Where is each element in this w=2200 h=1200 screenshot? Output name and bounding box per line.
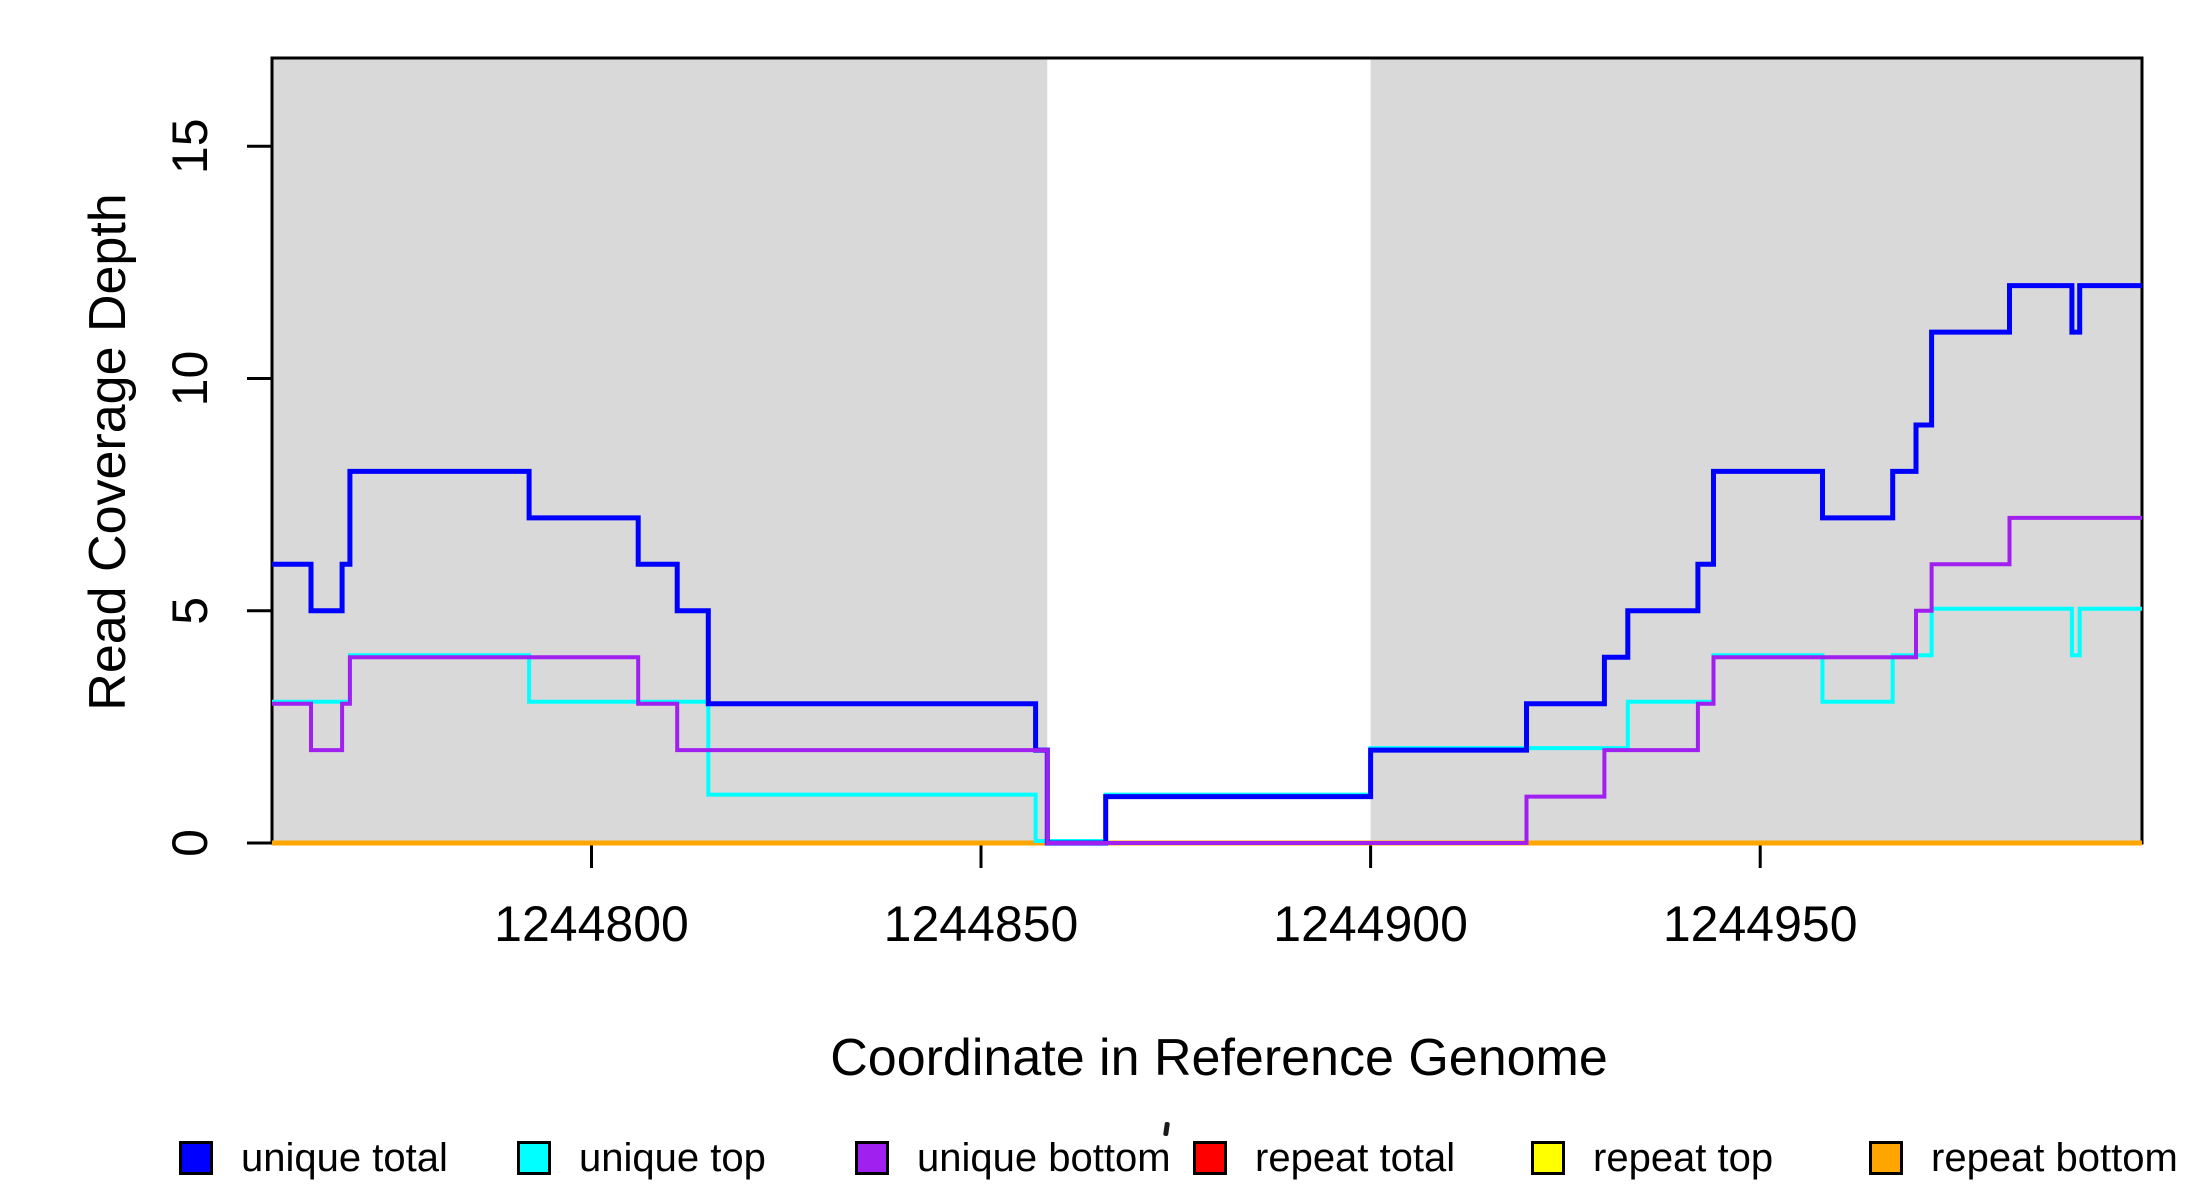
x-tick-label: 1244900 [1273,896,1468,952]
x-tick-label: 1244800 [494,896,689,952]
x-tick-label: 1244850 [884,896,1079,952]
series-line-unique-total [272,283,2142,846]
y-tick-label: 10 [162,351,218,407]
shaded-region-0 [272,58,1048,843]
y-tick-label: 15 [162,118,218,174]
x-tick-label: 1244950 [1663,896,1858,952]
shaded-region-1 [1370,58,2142,843]
series-line-unique-bottom [272,515,2142,845]
series-line-unique-top [272,606,2142,843]
y-tick-label: 0 [162,829,218,857]
x-axis-title: Coordinate in Reference Genome [830,1029,1608,1087]
y-tick-label: 5 [162,597,218,625]
y-axis-title: Read Coverage Depth [79,193,137,711]
